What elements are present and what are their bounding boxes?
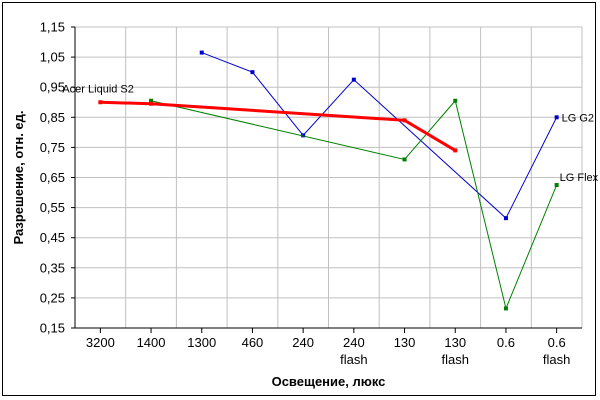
x-tick-label: 130 flash [442,335,469,367]
data-point-lg-g2 [250,70,255,75]
series-label-lg-flex: LG Flex [560,172,599,184]
data-point-acer-liquid-s2 [149,101,154,106]
y-tick-label: 0,95 [40,80,65,95]
y-tick-label: 0,65 [40,170,65,185]
x-tick-label: 0.6 [497,335,515,350]
axes [71,26,582,333]
series-label-lg-g2: LG G2 [562,112,594,124]
x-axis-title: Освещение, люкс [272,374,386,389]
data-point-lg-flex [453,98,458,103]
y-tick-label: 0,45 [40,230,65,245]
x-tick-label: 240 flash [340,335,367,367]
x-tick-labels: 3200 1400 1300 460 240 240 flash 130 130 flash 0.6… [86,335,570,367]
data-point-lg-flex [402,157,407,162]
x-tick-label: 130 [394,335,416,350]
data-point-lg-g2 [351,77,356,82]
x-tick-label: 1300 [187,335,216,350]
series-labels: LG G2 LG Flex Acer Liquid S2 [62,83,598,184]
x-tick-label: 0.6 flash [543,335,570,367]
x-tick-label: 3200 [86,335,115,350]
data-point-lg-g2 [503,216,508,221]
series-label-acer-liquid-s2: Acer Liquid S2 [62,83,134,95]
x-tick-label: 460 [242,335,264,350]
data-point-acer-liquid-s2 [98,100,103,105]
grid [75,26,583,328]
data-point-lg-g2 [301,133,306,138]
y-tick-label: 1,05 [40,50,65,65]
chart-frame [2,2,596,396]
data-point-lg-flex [149,98,154,103]
y-tick-label: 0,85 [40,110,65,125]
y-tick-label: 0,35 [40,260,65,275]
data-point-lg-g2 [554,115,559,120]
y-axis-title: Разрешение, отн. ед. [11,110,26,244]
y-tick-labels: 0,15 0,25 0,35 0,45 0,55 0,65 0,75 0,85 0,95 1,05… [40,20,65,336]
x-tick-label: 240 [292,335,314,350]
data-point-acer-liquid-s2 [453,148,458,153]
series-line-lg-g2 [201,52,558,219]
data-point-acer-liquid-s2 [402,118,407,123]
series-line-lg-flex [150,99,558,311]
y-tick-label: 0,25 [40,290,65,305]
data-point-lg-g2 [199,50,204,55]
y-tick-label: 1,15 [40,20,65,35]
y-tick-label: 0,75 [40,140,65,155]
data-point-lg-flex [554,183,559,188]
y-tick-label: 0,55 [40,200,65,215]
x-tick-label: 1400 [137,335,166,350]
y-tick-label: 0,15 [40,321,65,336]
data-point-lg-flex [503,306,508,311]
series-line-acer-liquid-s2 [100,100,457,152]
series-group [98,50,559,311]
